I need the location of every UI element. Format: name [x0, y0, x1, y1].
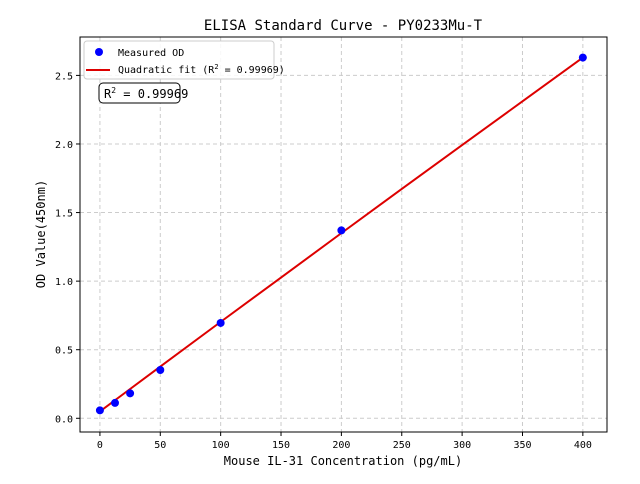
legend: Measured OD Quadratic fit (R2 = 0.99969): [83, 40, 285, 80]
x-tick-label: 200: [332, 440, 350, 451]
data-point: [337, 226, 346, 235]
legend-point-marker: [95, 48, 103, 56]
legend-box: [83, 40, 275, 80]
y-tick-label: 0.0: [55, 414, 73, 425]
x-tick-label: 300: [453, 440, 471, 451]
x-tick-label: 0: [97, 440, 103, 451]
data-point: [126, 389, 135, 398]
data-point: [156, 366, 165, 375]
y-tick-label: 1.0: [55, 277, 73, 288]
x-tick-label: 350: [513, 440, 531, 451]
data-point: [111, 398, 120, 407]
y-tick-label: 0.5: [55, 346, 73, 357]
x-tick-label: 50: [154, 440, 166, 451]
y-tick-label: 2.0: [55, 140, 73, 151]
x-tick-label: 150: [272, 440, 290, 451]
y-axis-label: OD Value(450nm): [34, 180, 48, 288]
legend-points-label: Measured OD: [118, 48, 184, 59]
x-tick-label: 100: [212, 440, 230, 451]
x-axis-label: Mouse IL-31 Concentration (pg/mL): [224, 454, 462, 468]
plot-frame: [79, 36, 608, 433]
data-point: [578, 53, 587, 62]
y-tick-label: 1.5: [55, 209, 73, 220]
x-tick-label: 250: [393, 440, 411, 451]
x-tick-label: 400: [574, 440, 592, 451]
r2-annotation: R2 = 0.99969: [98, 82, 188, 104]
data-point: [216, 318, 225, 327]
ticks: 0 50 100 150 200 250 300 350 400 0.0 0.5 1.0 1.5 2.0 2…: [55, 71, 592, 451]
y-tick-label: 2.5: [55, 71, 73, 82]
points-series: [95, 53, 587, 415]
chart-title: ELISA Standard Curve - PY0233Mu-T: [204, 18, 483, 34]
r2-text: R2 = 0.99969: [104, 86, 188, 101]
data-point: [95, 406, 104, 415]
legend-fit-label: Quadratic fit (R2 = 0.99969): [118, 63, 285, 76]
